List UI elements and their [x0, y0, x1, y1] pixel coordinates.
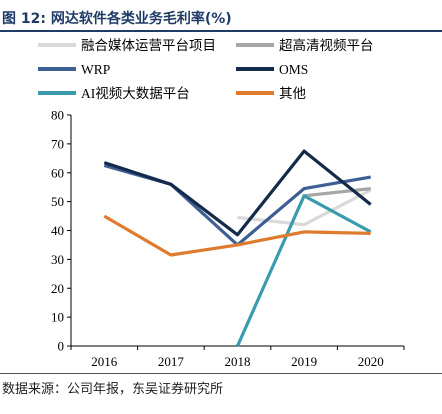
- series-line-0: [237, 188, 372, 227]
- axes: 0 10 20 30 40 50 60 70 80 2016 2017 2018 2019 2020: [51, 108, 405, 369]
- line-chart: 融合媒体运营平台项目 超高清视频平台 WRP OMS AI视频大数据平台 其他 0 10 20…: [38, 37, 405, 369]
- x-tick-label: 2020: [358, 354, 384, 369]
- y-tick-label: 40: [51, 223, 64, 238]
- x-tick-label: 2018: [225, 354, 251, 369]
- series-line-1: [303, 187, 371, 198]
- y-tick-label: 0: [58, 339, 65, 354]
- y-tick-label: 20: [51, 281, 64, 296]
- title-divider: [0, 30, 442, 32]
- y-tick-label: 80: [51, 108, 64, 123]
- y-tick-label: 30: [51, 252, 64, 267]
- series-layer: [103, 149, 372, 347]
- source-note: 数据来源：公司年报，东吴证券研究所: [2, 382, 224, 397]
- series-line-4: [236, 194, 372, 347]
- series-line-5: [103, 214, 371, 257]
- legend-label: AI视频大数据平台: [81, 86, 190, 101]
- legend: 融合媒体运营平台项目 超高清视频平台 WRP OMS AI视频大数据平台 其他: [38, 37, 374, 101]
- y-tick-label: 10: [51, 310, 64, 325]
- legend-label: WRP: [81, 62, 110, 77]
- series-line-3: [103, 149, 372, 237]
- legend-label: 超高清视频平台: [279, 37, 374, 53]
- y-tick-label: 60: [51, 165, 64, 180]
- figure-title: 图 12: 网达软件各类业务毛利率(%): [2, 11, 232, 27]
- x-tick-label: 2017: [158, 354, 185, 369]
- legend-label: 其他: [279, 86, 306, 101]
- legend-label: OMS: [279, 62, 308, 77]
- y-tick-label: 50: [51, 194, 64, 209]
- legend-label: 融合媒体运营平台项目: [81, 38, 216, 53]
- y-tick-label: 70: [51, 136, 64, 151]
- source-divider: [0, 373, 442, 374]
- x-tick-label: 2016: [91, 354, 118, 369]
- x-tick-label: 2019: [291, 354, 317, 369]
